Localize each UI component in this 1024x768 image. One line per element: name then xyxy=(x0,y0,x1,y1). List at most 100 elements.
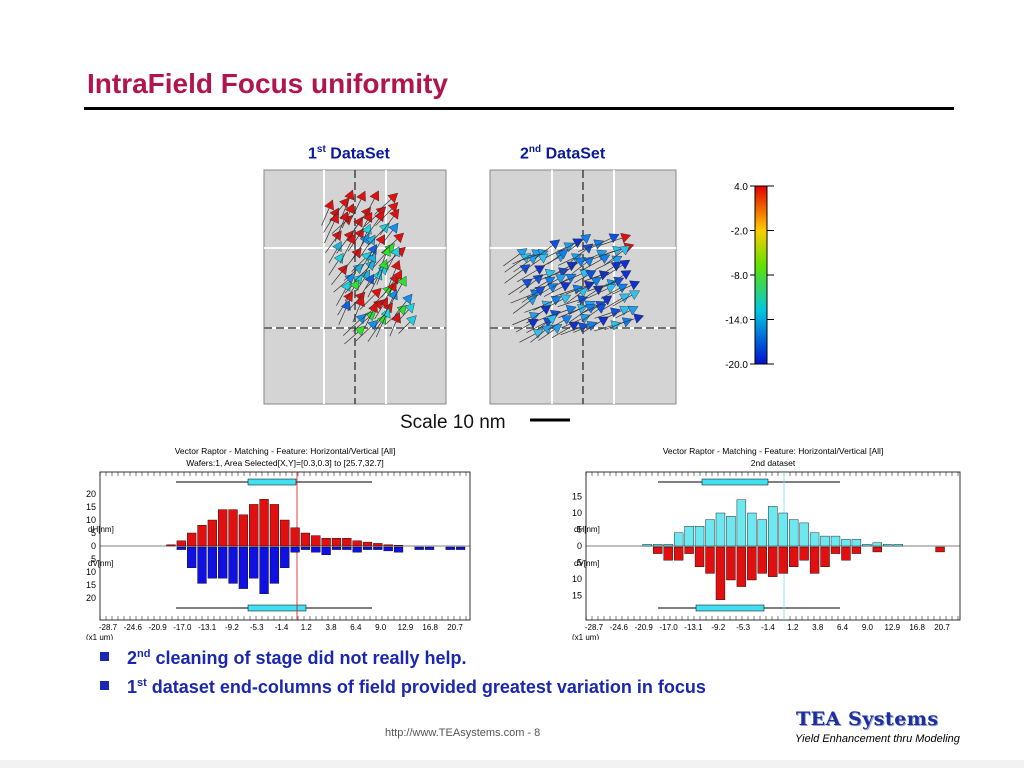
vector-arrow xyxy=(392,269,403,281)
vector-stem xyxy=(562,262,579,274)
histogram-bar xyxy=(269,504,280,547)
vector-arrow xyxy=(390,259,401,271)
vector-stem xyxy=(396,309,409,324)
vector-stem xyxy=(612,294,632,307)
vector-stem xyxy=(581,309,599,322)
bullet-2: 1st dataset end-columns of field provide… xyxy=(100,677,706,698)
histogram-bar xyxy=(841,546,851,561)
range-box-bottom xyxy=(247,604,307,612)
histogram-bar xyxy=(424,546,435,550)
vector-arrow xyxy=(349,279,360,291)
histogram-bar xyxy=(788,546,799,567)
histogram-bar xyxy=(694,546,705,567)
vector-arrow xyxy=(541,324,553,335)
vector-arrow xyxy=(375,234,386,246)
vector-stem xyxy=(338,308,347,325)
vector-stem xyxy=(569,308,589,323)
vector-stem xyxy=(538,329,555,341)
vector-arrow xyxy=(378,258,389,270)
slide-title: IntraField Focus uniformity xyxy=(87,68,448,99)
histogram-dataset-1: Vector Raptor - Matching - Feature: Hori… xyxy=(86,446,471,640)
brand-logo: TEA Systems xyxy=(796,708,939,730)
histogram-bar xyxy=(280,519,290,547)
histogram-bar xyxy=(673,546,684,561)
vector-arrow xyxy=(378,297,389,309)
vector-stem xyxy=(382,230,393,244)
vector-stem xyxy=(515,323,531,333)
y-tick-label: 10 xyxy=(86,567,96,577)
vector-stem xyxy=(552,278,569,288)
vector-stem xyxy=(512,300,530,314)
x-tick-label: -9.2 xyxy=(225,623,239,632)
vector-stem xyxy=(574,274,589,284)
range-box-top xyxy=(247,478,297,486)
vector-stem xyxy=(542,278,559,289)
vector-arrow xyxy=(387,192,399,204)
vector-arrow xyxy=(565,305,577,316)
vector-arrow xyxy=(628,290,640,300)
vector-arrow xyxy=(580,233,592,245)
vector-arrow xyxy=(610,261,622,272)
histogram-bar xyxy=(300,546,311,550)
vector-stem xyxy=(547,319,565,330)
vector-stem xyxy=(583,274,601,282)
histogram-bar xyxy=(851,546,862,554)
histogram-bar xyxy=(715,546,726,600)
vector-arrow xyxy=(366,252,377,264)
vector-arrow xyxy=(361,223,372,235)
vector-stem xyxy=(352,304,361,323)
x-tick-label: 12.9 xyxy=(398,623,414,632)
vector-arrow xyxy=(558,267,569,278)
vector-arrow xyxy=(388,222,399,234)
vector-arrow xyxy=(608,233,620,244)
vector-stem xyxy=(587,283,609,292)
vector-arrow xyxy=(560,282,572,292)
vector-stem xyxy=(390,283,403,304)
histogram-bar xyxy=(684,525,694,547)
vector-stem xyxy=(545,298,563,309)
vector-stem xyxy=(381,281,395,298)
histogram-bar xyxy=(187,532,197,547)
histogram-bar xyxy=(653,544,663,547)
histogram-bar xyxy=(383,544,393,547)
y-tick-label: 5 xyxy=(577,525,582,535)
vector-stem xyxy=(530,330,546,343)
vector-arrow xyxy=(402,293,413,305)
vector-map-dataset-1 xyxy=(263,169,447,405)
histogram-bar xyxy=(768,546,778,577)
histogram-bar xyxy=(747,512,757,547)
histogram-bar xyxy=(207,546,217,579)
vector-stem xyxy=(383,297,394,317)
dataset-2-label: 2nd DataSet xyxy=(520,144,606,163)
vector-stem xyxy=(543,286,563,297)
vector-stem xyxy=(357,219,368,237)
vector-stem xyxy=(371,242,381,257)
vector-stem xyxy=(510,293,533,304)
vector-stem xyxy=(329,204,344,222)
vector-stem xyxy=(374,304,384,320)
vector-stem xyxy=(364,198,375,217)
histogram-bar xyxy=(778,546,788,574)
vector-stem xyxy=(600,288,620,299)
histogram-bar xyxy=(935,546,945,553)
histogram-bar xyxy=(187,546,197,568)
vector-stem xyxy=(504,269,524,284)
vector-stem xyxy=(353,214,366,230)
histogram-bar xyxy=(809,546,820,574)
vector-stem xyxy=(547,254,561,265)
vector-stem xyxy=(617,318,636,325)
histogram-bar xyxy=(757,519,767,547)
vector-stem xyxy=(374,198,392,215)
histogram-bar xyxy=(321,537,331,547)
histogram-bar xyxy=(311,546,321,553)
vector-arrow xyxy=(331,230,342,242)
vector-stem xyxy=(362,260,372,278)
histogram-bar xyxy=(893,544,903,547)
x-tick-label: 6.4 xyxy=(837,623,849,632)
histogram-bar xyxy=(757,546,767,574)
x-tick-label: -13.1 xyxy=(198,623,217,632)
x-tick-label: 20.7 xyxy=(934,623,950,632)
vector-stem xyxy=(344,331,359,345)
y-tick-label: 5 xyxy=(91,528,96,538)
vector-stem xyxy=(389,321,397,337)
